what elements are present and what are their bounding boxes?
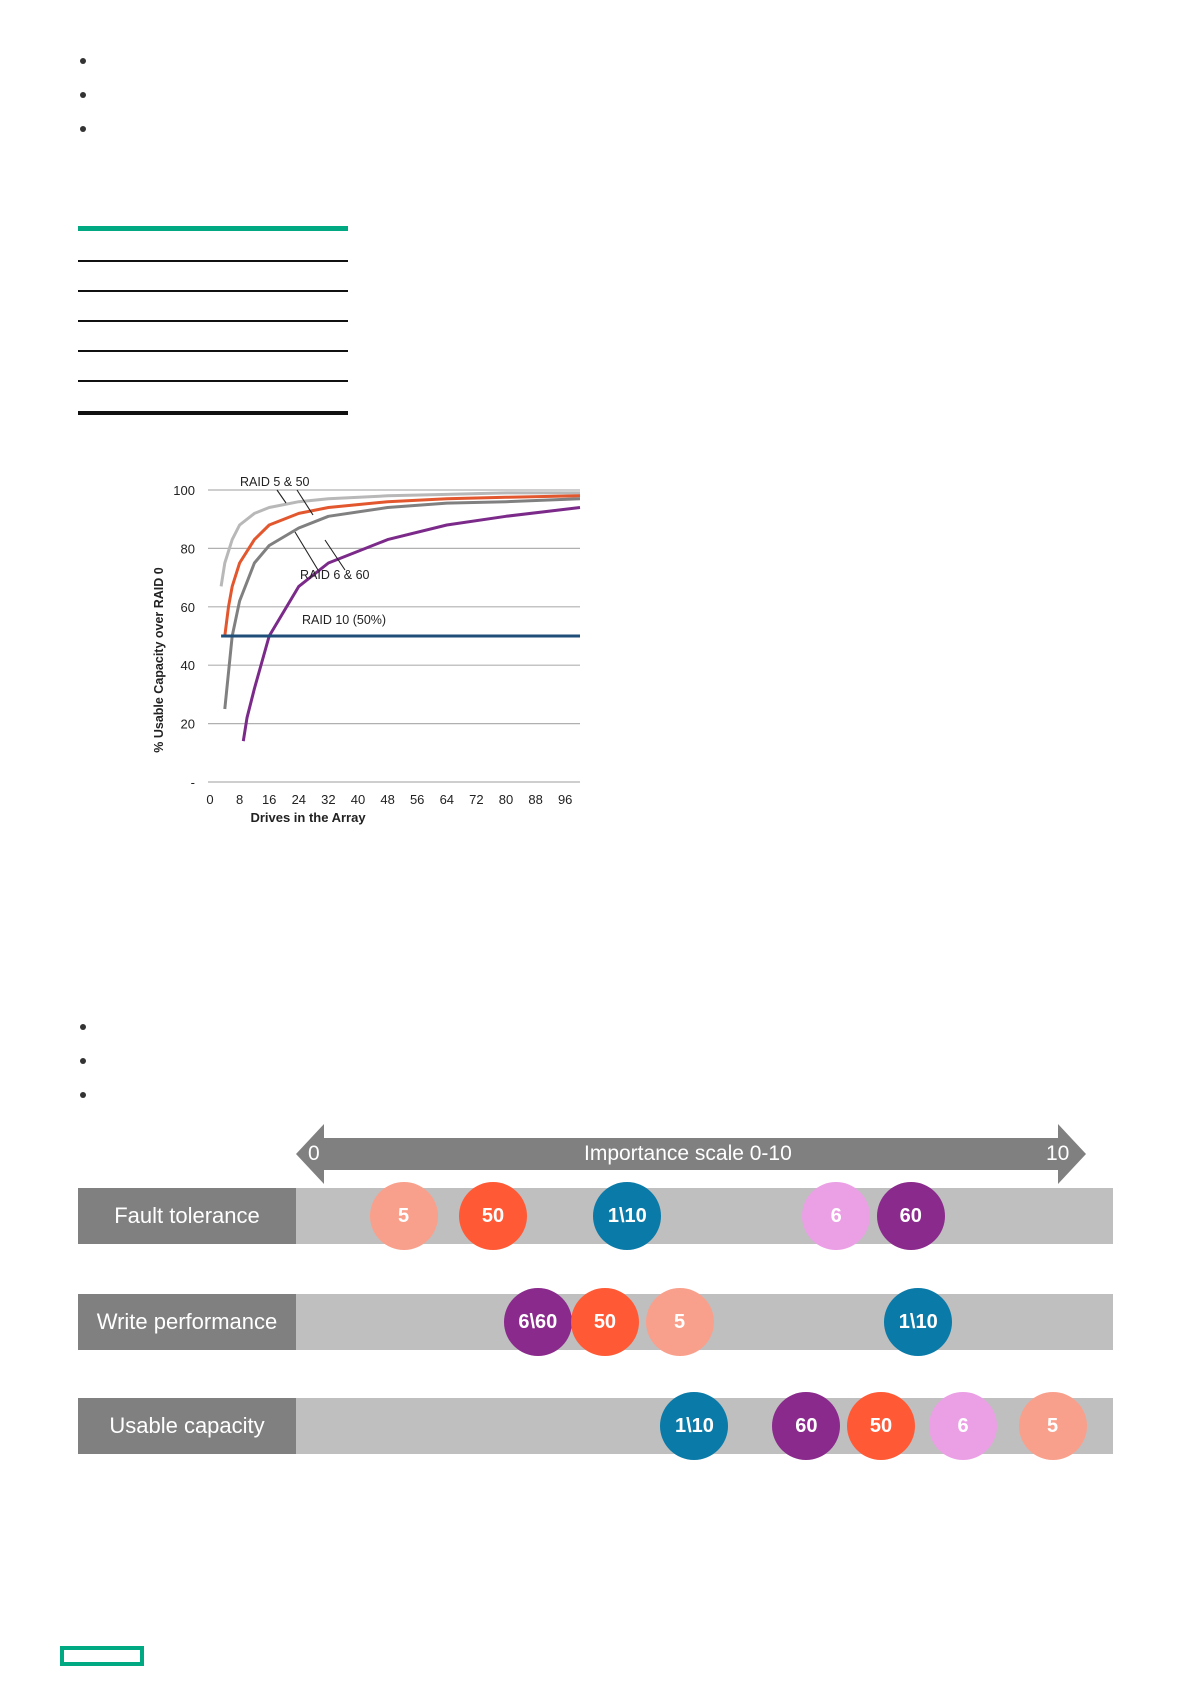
- bullet-1: [80, 58, 86, 64]
- chart-annotations: RAID 5 & 50 RAID 6 & 60 RAID 10 (50%): [240, 475, 386, 627]
- annotation-leader: [296, 489, 314, 516]
- series-line-2: [223, 494, 581, 637]
- x-tick-label: 80: [499, 792, 513, 807]
- x-axis-label: Drives in the Array: [250, 810, 366, 825]
- capacity-chart: - 20 40 60 80 100 0 8 16 24 32 40 48 56 64 72 80 88 96 RAI…: [152, 475, 581, 825]
- raid-bubble: 50: [570, 1288, 639, 1356]
- annotation-leader: [294, 531, 319, 571]
- scale-title: Importance scale 0-10: [584, 1142, 792, 1165]
- x-tick-label: 96: [558, 792, 572, 807]
- raid-bubble: 1\10: [593, 1182, 662, 1250]
- y-tick-label: 40: [181, 658, 195, 673]
- raid-bubble: 5: [1018, 1392, 1087, 1460]
- series-line-3: [223, 497, 581, 710]
- x-tick-label: 56: [410, 792, 424, 807]
- raid-bubble: 1\10: [884, 1288, 953, 1356]
- raid-bubble: 6: [929, 1392, 998, 1460]
- table-row-rule: [78, 350, 348, 352]
- x-tick-label: 64: [440, 792, 454, 807]
- series-line-1: [219, 491, 580, 587]
- annotation-leader: [324, 539, 346, 571]
- raid-bubble: 5: [369, 1182, 438, 1250]
- x-tick-label: 40: [351, 792, 365, 807]
- table-row-rule: [78, 260, 348, 262]
- raid-bubble: 60: [772, 1392, 841, 1460]
- y-tick-label: 80: [181, 541, 195, 556]
- bullet-5: [80, 1058, 86, 1064]
- x-tick-label: 24: [292, 792, 306, 807]
- x-tick-label: 48: [380, 792, 394, 807]
- scale-min-label: 0: [308, 1142, 320, 1165]
- raid-bubble: 6: [802, 1182, 871, 1250]
- row-label: Usable capacity: [78, 1398, 296, 1454]
- chart-annotation: RAID 10 (50%): [302, 613, 386, 627]
- scale-max-label: 10: [1046, 1142, 1070, 1165]
- x-tick-label: 8: [236, 792, 243, 807]
- y-tick-label: 20: [181, 717, 195, 732]
- chart-grid: [208, 489, 580, 783]
- x-tick-label: 32: [321, 792, 335, 807]
- y-tick-label: 100: [173, 483, 195, 498]
- y-tick-label: -: [191, 775, 195, 790]
- chart-annotation: RAID 5 & 50: [240, 475, 310, 489]
- bullet-2: [80, 92, 86, 98]
- raid-bubble: 5: [645, 1288, 714, 1356]
- y-axis-label: % Usable Capacity over RAID 0: [152, 567, 166, 753]
- raid-bubble: 50: [846, 1392, 915, 1460]
- raid-bubble: 6\60: [503, 1288, 572, 1356]
- table-row-rule: [78, 290, 348, 292]
- table-bottom-rule: [78, 411, 348, 415]
- y-tick-label: 60: [181, 600, 195, 615]
- x-tick-label: 72: [469, 792, 483, 807]
- chart-ticks: - 20 40 60 80 100 0 8 16 24 32 40 48 56 64 72 80 88 96: [173, 483, 572, 807]
- chart-series: [219, 491, 581, 742]
- annotation-leader: [276, 489, 287, 504]
- bullet-4: [80, 1024, 86, 1030]
- chart-annotation: RAID 6 & 60: [300, 568, 370, 582]
- table-row-rule: [78, 380, 348, 382]
- importance-scale-arrow: [296, 1124, 1086, 1184]
- x-tick-label: 0: [206, 792, 213, 807]
- series-line-4: [241, 506, 581, 742]
- raid-bubble: 50: [459, 1182, 528, 1250]
- table-header-rule: [78, 226, 348, 231]
- table-row-rule: [78, 320, 348, 322]
- bullet-3: [80, 126, 86, 132]
- brand-logo: [60, 1646, 144, 1666]
- x-tick-label: 16: [262, 792, 276, 807]
- raid-bubble: 1\10: [660, 1392, 729, 1460]
- row-label: Fault tolerance: [78, 1188, 296, 1244]
- row-label: Write performance: [78, 1294, 296, 1350]
- x-tick-label: 88: [528, 792, 542, 807]
- raid-bubble: 60: [876, 1182, 945, 1250]
- bullet-6: [80, 1092, 86, 1098]
